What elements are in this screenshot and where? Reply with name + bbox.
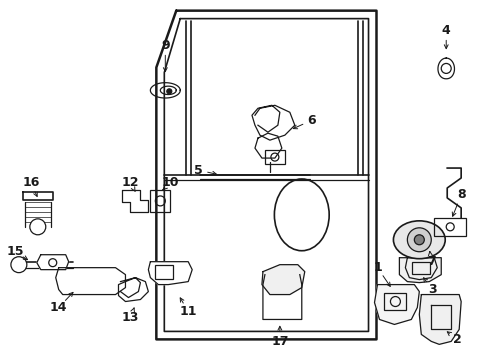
Text: 5: 5	[194, 163, 202, 176]
Circle shape	[415, 235, 424, 245]
Text: 17: 17	[271, 335, 289, 348]
Bar	[434, 218, 466, 236]
Text: 4: 4	[442, 24, 451, 37]
Circle shape	[407, 228, 431, 252]
Text: 3: 3	[428, 283, 437, 296]
Text: 15: 15	[6, 245, 24, 258]
Circle shape	[30, 219, 46, 235]
Text: 11: 11	[179, 305, 197, 318]
Text: 12: 12	[122, 176, 139, 189]
Text: 16: 16	[22, 176, 40, 189]
Polygon shape	[399, 258, 441, 283]
Text: 14: 14	[50, 301, 68, 314]
Bar	[155, 265, 173, 279]
Text: 9: 9	[161, 39, 170, 52]
Text: 7: 7	[427, 255, 436, 268]
Bar	[413, 262, 430, 274]
Text: 10: 10	[162, 176, 179, 189]
Text: 13: 13	[122, 311, 139, 324]
Ellipse shape	[393, 221, 445, 259]
Circle shape	[167, 89, 172, 94]
Polygon shape	[37, 255, 69, 270]
Bar	[265, 150, 285, 164]
Text: 8: 8	[457, 188, 465, 202]
Bar	[385, 293, 406, 310]
Circle shape	[11, 257, 27, 273]
Bar	[150, 190, 171, 212]
Polygon shape	[262, 265, 305, 294]
Text: 2: 2	[453, 333, 462, 346]
Text: 1: 1	[373, 261, 382, 274]
Polygon shape	[148, 262, 192, 285]
Polygon shape	[374, 285, 419, 324]
Text: 6: 6	[307, 114, 316, 127]
Polygon shape	[419, 294, 461, 345]
